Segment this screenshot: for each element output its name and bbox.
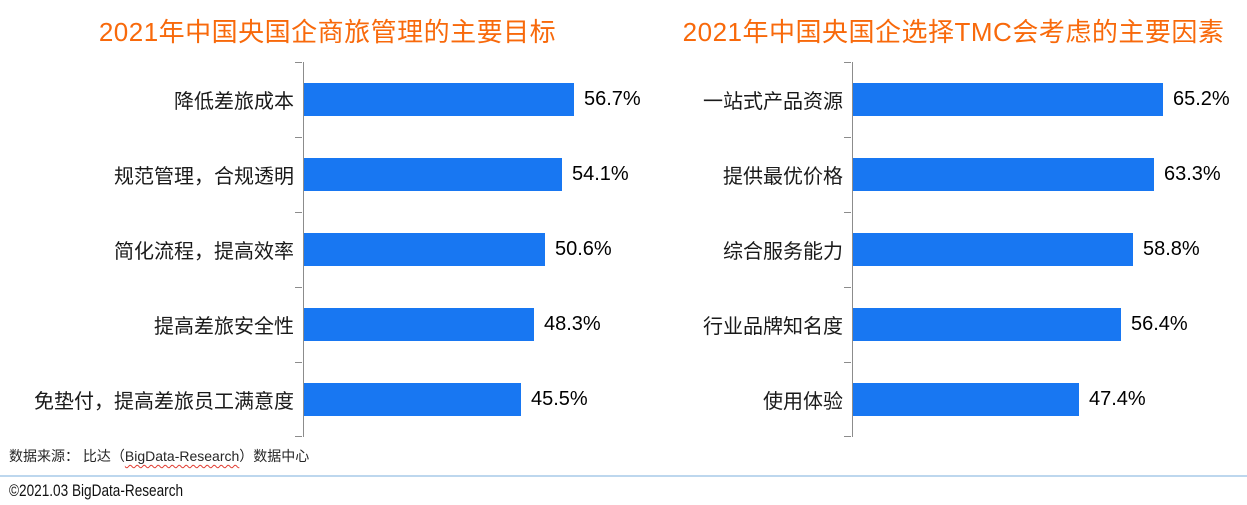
chart-title: 2021年中国央国企商旅管理的主要目标 [98,17,557,47]
category-label: 简化流程，提高效率 [114,241,294,263]
bar [304,308,534,341]
value-label: 54.1% [572,163,629,185]
bar [304,83,574,116]
footer-divider [0,475,1247,477]
bar-track: 56.7% [303,83,655,116]
bar-track: 63.3% [852,158,1247,191]
axis-tick [844,212,851,213]
chart-row: 使用体验 47.4% [660,362,1247,437]
category-label: 综合服务能力 [723,241,843,263]
axis-tick [844,436,851,437]
chart-row: 一站式产品资源 65.2% [660,62,1247,137]
bar-track: 58.8% [852,233,1247,266]
bar [304,383,521,416]
axis-tick [844,137,851,138]
chart-row: 提供最优价格 63.3% [660,137,1247,212]
value-label: 50.6% [555,238,612,260]
category-label: 免垫付，提高差旅员工满意度 [34,391,294,413]
bar [304,158,562,191]
category-label: 使用体验 [763,391,843,413]
bar-plot: 一站式产品资源 65.2% 提供最优价格 63.3% 综合服务能力 58.8% 行业品牌知名… [660,62,1247,437]
source-spellchecked-word: BigData-Research [124,448,240,464]
axis-tick [295,287,302,288]
value-label: 58.8% [1143,238,1200,260]
chart-row: 规范管理，合规透明 54.1% [0,137,655,212]
category-label: 一站式产品资源 [703,91,843,113]
chart-row: 降低差旅成本 56.7% [0,62,655,137]
chart-tmc-selection-factors: 2021年中国央国企选择TMC会考虑的主要因素 一站式产品资源 65.2% 提供最优… [660,12,1247,437]
value-label: 56.7% [584,88,641,110]
bar-track: 65.2% [852,83,1247,116]
bar-track: 45.5% [303,383,655,416]
value-label: 56.4% [1131,313,1188,335]
category-label: 降低差旅成本 [174,91,294,113]
bar-rows: 降低差旅成本 56.7% 规范管理，合规透明 54.1% 简化流程，提高效率 50.6% 提… [0,62,655,437]
category-axis-line [852,62,853,437]
axis-tick [295,137,302,138]
bar [853,383,1079,416]
copyright-notice: ©2021.03 BigData-Research [9,481,184,500]
data-source-note: 数据来源： 比达（BigData-Research）数据中心 [9,446,309,466]
source-text-prefix: 数据来源： 比达（ [9,448,125,464]
bar [853,233,1133,266]
chart-title: 2021年中国央国企选择TMC会考虑的主要因素 [682,17,1225,47]
bar [304,233,545,266]
chart-row: 免垫付，提高差旅员工满意度 45.5% [0,362,655,437]
chart-row: 行业品牌知名度 56.4% [660,287,1247,362]
axis-tick [295,436,302,437]
chart-row: 综合服务能力 58.8% [660,212,1247,287]
chart-row: 提高差旅安全性 48.3% [0,287,655,362]
bar-track: 50.6% [303,233,655,266]
axis-tick [295,212,302,213]
axis-tick [295,62,302,63]
axis-tick [844,62,851,63]
bar-track: 56.4% [852,308,1247,341]
bar [853,83,1163,116]
axis-tick [844,287,851,288]
bar-rows: 一站式产品资源 65.2% 提供最优价格 63.3% 综合服务能力 58.8% 行业品牌知名… [660,62,1247,437]
category-label: 行业品牌知名度 [703,316,843,338]
value-label: 65.2% [1173,88,1230,110]
chart-row: 简化流程，提高效率 50.6% [0,212,655,287]
category-label: 规范管理，合规透明 [114,166,294,188]
axis-tick [295,362,302,363]
value-label: 63.3% [1164,163,1221,185]
value-label: 45.5% [531,388,588,410]
bar [853,158,1154,191]
bar-plot: 降低差旅成本 56.7% 规范管理，合规透明 54.1% 简化流程，提高效率 50.6% 提… [0,62,655,437]
source-text-suffix: ）数据中心 [239,448,310,464]
axis-tick [844,362,851,363]
chart-travel-management-goals: 2021年中国央国企商旅管理的主要目标 降低差旅成本 56.7% 规范管理，合规透明… [0,12,655,437]
category-label: 提高差旅安全性 [154,316,294,338]
bar-track: 54.1% [303,158,655,191]
value-label: 47.4% [1089,388,1146,410]
value-label: 48.3% [544,313,601,335]
bar-track: 47.4% [852,383,1247,416]
bar-track: 48.3% [303,308,655,341]
category-axis-line [303,62,304,437]
bar [853,308,1121,341]
category-label: 提供最优价格 [723,166,843,188]
